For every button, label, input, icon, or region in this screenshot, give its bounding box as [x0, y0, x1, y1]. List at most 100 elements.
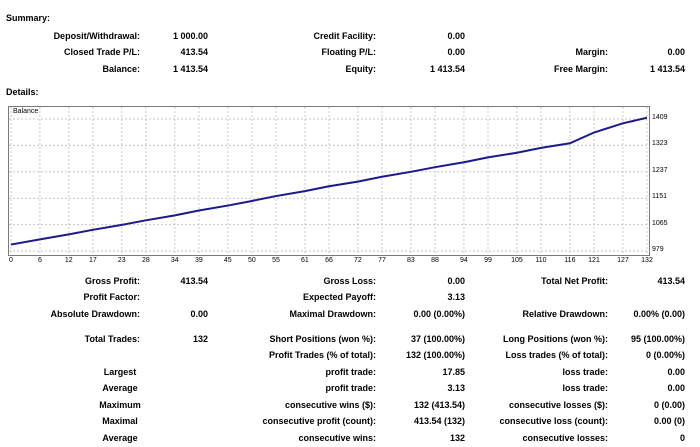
- x-tick-label: 116: [564, 257, 576, 264]
- long-positions-label: Long Positions (won %):: [503, 334, 608, 344]
- y-tick-label: 1237: [652, 166, 668, 174]
- x-tick-label: 28: [142, 257, 150, 264]
- x-tick-label: 66: [325, 257, 333, 264]
- avg-loss-value: 0.00: [667, 383, 685, 393]
- average-label: Average: [102, 383, 138, 393]
- abs-drawdown-value: 0.00: [190, 309, 208, 319]
- rel-drawdown-value: 0.00% (0.00): [633, 309, 685, 319]
- short-positions-label: Short Positions (won %):: [269, 334, 377, 344]
- margin-value: 0.00: [667, 47, 685, 57]
- gross-profit-value: 413.54: [180, 276, 208, 286]
- x-tick-label: 72: [354, 257, 362, 264]
- x-tick-label: 45: [223, 257, 232, 264]
- max-cons-losses-label: consecutive losses ($):: [508, 400, 608, 410]
- largest-loss-value: 0.00: [667, 367, 685, 377]
- max-cons-wins-label: consecutive wins ($):: [284, 400, 376, 410]
- max-cons-losses-value: 0 (0.00): [653, 400, 685, 410]
- deposit-value: 1 000.00: [172, 31, 208, 41]
- y-tick-label: 1151: [652, 193, 668, 201]
- total-trades-value: 132: [192, 334, 208, 344]
- max-drawdown-value: 0.00 (0.00%): [413, 309, 465, 319]
- short-positions-value: 37 (100.00%): [410, 334, 465, 344]
- x-tick-label: 12: [64, 257, 73, 264]
- equity-value: 1 413.54: [429, 64, 465, 74]
- gross-loss-value: 0.00: [447, 276, 465, 286]
- loss-trades-label: Loss trades (% of total):: [505, 350, 608, 360]
- x-tick-label: 121: [588, 257, 600, 264]
- expected-payoff-value: 3.13: [447, 292, 465, 302]
- gross-profit-label: Gross Profit:: [84, 276, 140, 286]
- avg-profit-label: profit trade:: [325, 383, 377, 393]
- rel-drawdown-label: Relative Drawdown:: [522, 309, 608, 319]
- credit-value: 0.00: [447, 31, 465, 41]
- x-tick-label: 105: [511, 257, 523, 264]
- details-title: Details:: [6, 87, 39, 97]
- y-tick-label: 1409: [652, 114, 668, 121]
- max-drawdown-label: Maximal Drawdown:: [289, 309, 376, 319]
- balance-chart: [8, 106, 650, 256]
- maximal-label: Maximal: [102, 416, 138, 426]
- avg-profit-value: 3.13: [447, 383, 465, 393]
- free-margin-value: 1 413.54: [649, 64, 685, 74]
- closed-pl-value: 413.54: [180, 47, 208, 57]
- x-tick-label: 55: [272, 257, 280, 264]
- x-tick-label: 34: [170, 257, 179, 264]
- largest-profit-value: 17.85: [442, 367, 465, 377]
- maximal-loss-label: consecutive loss (count):: [499, 416, 608, 426]
- y-tick-label: 979: [652, 246, 664, 253]
- avg-cons-losses-label: consecutive losses:: [522, 433, 608, 443]
- x-tick-label: 94: [460, 257, 468, 264]
- margin-label: Margin:: [575, 47, 609, 57]
- x-tick-label: 132: [641, 257, 653, 264]
- x-tick-label: 23: [117, 257, 126, 264]
- gross-loss-label: Gross Loss:: [323, 276, 376, 286]
- balance-line: [10, 116, 648, 246]
- x-tick-label: 17: [89, 257, 97, 264]
- balance-value: 1 413.54: [172, 64, 208, 74]
- credit-label: Credit Facility:: [313, 31, 376, 41]
- abs-drawdown-label: Absolute Drawdown:: [50, 309, 141, 319]
- balance-chart-svg: [9, 107, 649, 255]
- floating-label: Floating P/L:: [321, 47, 377, 57]
- avg-cons-wins-label: consecutive wins:: [298, 433, 376, 443]
- net-profit-label: Total Net Profit:: [541, 276, 608, 286]
- largest-profit-label: profit trade:: [325, 367, 377, 377]
- x-tick-label: 39: [195, 257, 203, 264]
- x-tick-label: 83: [407, 257, 415, 264]
- total-trades-label: Total Trades:: [84, 334, 140, 344]
- avg-cons-wins-value: 132: [449, 433, 465, 443]
- chart-legend-balance: Balance: [13, 108, 39, 115]
- max-cons-wins-value: 132 (413.54): [413, 400, 465, 410]
- x-tick-label: 61: [301, 257, 309, 264]
- maximal-loss-value: 0.00 (0): [653, 416, 685, 426]
- largest-label: Largest: [103, 367, 137, 377]
- x-tick-label: 88: [431, 257, 439, 264]
- free-margin-label: Free Margin:: [553, 64, 608, 74]
- summary-title: Summary:: [6, 13, 51, 23]
- expected-payoff-label: Expected Payoff:: [302, 292, 376, 302]
- closed-pl-label: Closed Trade P/L:: [63, 47, 140, 57]
- x-tick-label: 6: [37, 257, 42, 264]
- average-consecutive-label: Average: [102, 433, 138, 443]
- x-tick-label: 50: [248, 257, 256, 264]
- x-tick-label: 110: [535, 257, 547, 264]
- loss-trades-value: 0 (0.00%): [645, 350, 685, 360]
- x-tick-label: 77: [378, 257, 386, 264]
- floating-value: 0.00: [447, 47, 465, 57]
- x-tick-label: 0: [9, 257, 13, 264]
- profit-trades-label: Profit Trades (% of total):: [268, 350, 376, 360]
- avg-loss-label: loss trade:: [562, 383, 608, 393]
- profit-factor-label: Profit Factor:: [83, 292, 140, 302]
- y-tick-label: 1065: [652, 219, 668, 227]
- maximal-profit-label: consecutive profit (count):: [262, 416, 376, 426]
- x-tick-label: 127: [617, 257, 629, 264]
- deposit-label: Deposit/Withdrawal:: [53, 31, 140, 41]
- maximal-profit-value: 413.54 (132): [413, 416, 465, 426]
- maximum-label: Maximum: [99, 400, 141, 410]
- avg-cons-losses-value: 0: [679, 433, 685, 443]
- x-tick-label: 99: [484, 257, 492, 264]
- equity-label: Equity:: [345, 64, 377, 74]
- profit-trades-value: 132 (100.00%): [405, 350, 465, 360]
- y-tick-label: 1323: [652, 140, 668, 148]
- balance-label: Balance:: [102, 64, 140, 74]
